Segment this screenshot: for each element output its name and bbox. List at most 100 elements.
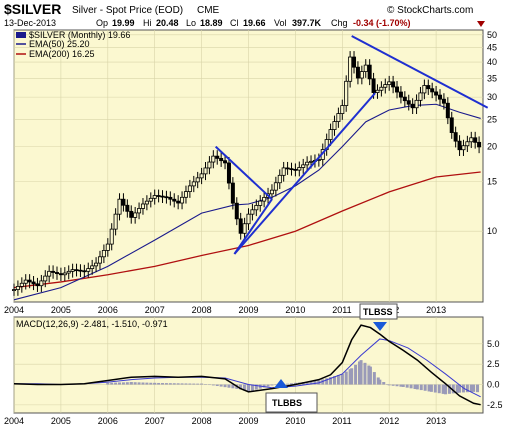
price-candle [387,81,392,85]
price-candle [195,177,200,183]
price-candle [398,91,403,98]
macd-histogram-bar [211,384,215,386]
x-tick-2006: 2006 [98,416,118,426]
macd-histogram-bar [354,364,358,385]
price-candle [430,88,435,93]
price-candle [469,137,474,143]
macd-histogram-bar [305,381,309,385]
macd-histogram-bar [413,384,417,389]
price-candle [199,173,204,179]
price-candle [473,137,478,143]
legend-price-swatch [16,32,26,38]
down-arrow-icon [477,21,485,27]
price-candle [269,189,274,195]
change-value: -0.34 (-1.70%) [353,18,411,28]
price-candle [117,198,122,215]
macd-histogram-bar [458,384,462,393]
price-candle [74,269,79,272]
macd-histogram-bar [239,384,243,390]
price-candle [305,161,310,166]
macd-histogram-bar [121,382,125,385]
price-candle [410,103,415,109]
legend-ema50: EMA(50) 25.20 [29,39,90,49]
macd-histogram-bar [395,384,399,387]
macd-histogram-bar [188,383,192,385]
macd-grid [13,317,483,413]
price-candle [66,270,71,274]
symbol-title: $SILVER [4,1,61,17]
watermark: © StockCharts.com [387,5,473,16]
price-y-tick-50: 50 [487,30,497,40]
macd-histogram-bar [387,384,391,386]
price-candle [477,141,482,148]
macd-histogram-bar [465,384,469,393]
macd-histogram-bar [443,384,447,395]
tlbss-label: TLBSS [363,307,393,317]
price-candle [434,91,439,96]
low-label: Lo [186,18,196,28]
price-candle [402,96,407,102]
macd-histogram-bar [196,383,200,385]
price-candle [19,282,24,287]
price-candle [156,195,161,197]
tlbbs-arrow-icon [274,379,288,388]
x-tick-2007: 2007 [145,305,165,315]
volume-value: 397.7K [292,18,322,28]
price-y-tick-25: 25 [487,114,497,124]
price-candle [164,196,169,199]
price-y-tick-40: 40 [487,57,497,67]
price-candle [129,210,134,218]
price-candle [391,81,396,88]
price-candle [133,212,138,218]
macd-histogram-bar [145,382,149,385]
trendline-0 [233,198,273,255]
macd-histogram-bar [357,361,361,385]
macd-histogram-bar [289,383,293,385]
price-candle [168,196,173,200]
ema200-line [13,171,481,289]
x-tick-2006: 2006 [98,305,118,315]
legend-ema200: EMA(200) 16.25 [29,49,95,59]
macd-histogram-bar [149,382,153,385]
price-candle [27,279,32,283]
macd-histogram-bar [110,382,114,385]
macd-histogram-bar [325,378,329,385]
macd-histogram-bar [266,384,270,387]
price-candle [328,129,333,140]
x-tick-2007: 2007 [145,416,165,426]
open-label: Op [96,18,108,28]
price-candle [125,204,130,212]
price-candle [395,86,400,93]
price-candle [90,265,95,269]
low-value: 18.89 [200,18,223,28]
price-candle [144,200,149,205]
trendlines [214,35,489,255]
macd-histogram-bar [286,383,290,385]
price-candle [23,279,28,284]
macd-histogram-bar [336,375,340,385]
price-candle [187,185,192,192]
volume-label: Vol [274,18,287,28]
macd-histogram-bar [313,380,317,385]
legend-price: $SILVER (Monthly) 19.66 [29,30,130,40]
macd-signal-path [14,338,481,398]
price-candle [113,213,118,230]
price-y-tick-35: 35 [487,73,497,83]
x-tick-2009: 2009 [239,305,259,315]
x-tick-2011: 2011 [332,416,351,426]
legend-macd: MACD(12,26,9) -2.481, -1.510, -0.971 [16,319,168,329]
price-candle [461,145,466,151]
price-y-tick-45: 45 [487,43,497,53]
price-candle [160,195,165,198]
x-tick-2012: 2012 [379,416,399,426]
price-candle [54,272,59,275]
trendline-3 [351,35,489,109]
price-grid [13,30,483,302]
price-candle [441,98,446,104]
macd-histogram-bar [106,382,110,385]
x-tick-2005: 2005 [51,416,71,426]
price-y-tick-30: 30 [487,92,497,102]
tlbss-callout: TLBSS [359,303,398,331]
macd-histogram-bar [141,382,145,385]
trendline-2 [233,92,376,255]
